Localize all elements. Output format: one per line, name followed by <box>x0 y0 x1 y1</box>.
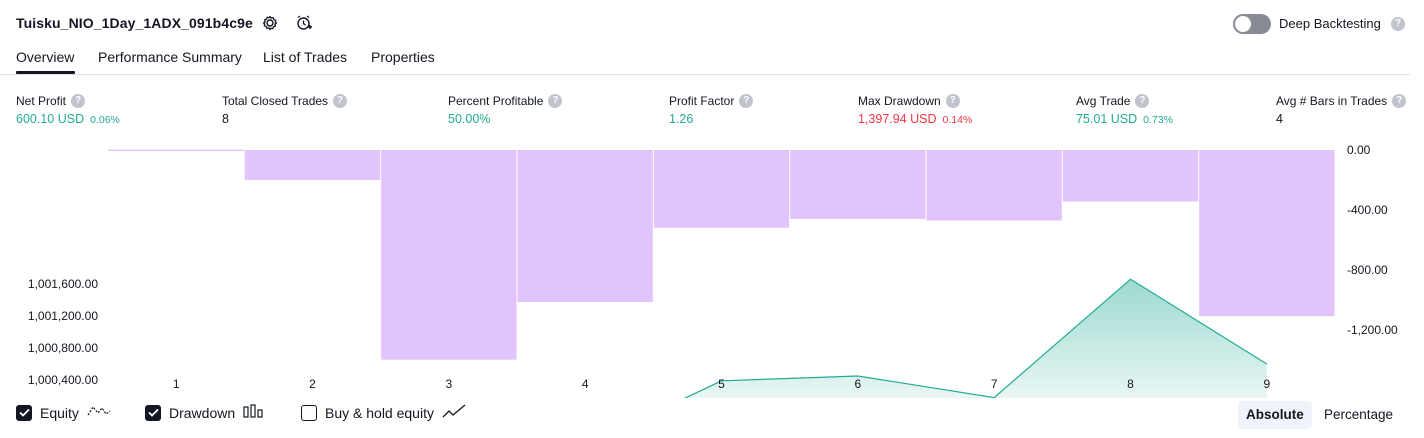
legend-buy-hold-equity[interactable]: Buy & hold equity <box>301 404 466 421</box>
left-axis-tick: 1,001,200.00 <box>28 309 98 323</box>
metric-value: 4 <box>1276 112 1283 126</box>
metric-percent: 0.73% <box>1143 114 1173 126</box>
metric-net-profit: Net Profit? 600.10 USD 0.06% <box>16 94 120 126</box>
metric-label: Total Closed Trades <box>222 94 329 108</box>
absolute-button[interactable]: Absolute <box>1238 401 1312 429</box>
metric-value: 8 <box>222 112 229 126</box>
help-icon[interactable]: ? <box>1391 17 1405 31</box>
drawdown-bar <box>790 150 926 219</box>
metric-avg-bars-in-trades: Avg # Bars in Trades? 4 <box>1276 94 1407 126</box>
alarm-add-icon[interactable] <box>293 12 315 34</box>
drawdown-checkbox[interactable] <box>145 404 161 421</box>
buy-hold-line-icon <box>442 404 466 421</box>
right-axis-tick: 0.00 <box>1347 143 1371 157</box>
info-icon[interactable]: ? <box>1135 94 1150 108</box>
toggle-knob <box>1235 16 1251 32</box>
metric-total-closed-trades: Total Closed Trades? 8 <box>222 94 348 126</box>
info-icon[interactable]: ? <box>1392 94 1407 108</box>
metric-value: 75.01 USD <box>1076 112 1138 126</box>
drawdown-bar <box>381 150 517 360</box>
equity-line <box>683 278 1268 398</box>
metric-label: Percent Profitable <box>448 94 544 108</box>
strategy-title: Tuisku_NIO_1Day_1ADX_091b4c9e <box>16 15 253 31</box>
drawdown-bar <box>244 150 381 180</box>
gear-icon[interactable] <box>259 12 281 34</box>
deep-backtesting-toggle[interactable] <box>1233 14 1271 34</box>
x-axis-tick: 7 <box>991 377 998 391</box>
metric-percent: 0.06% <box>90 114 120 126</box>
tab-divider <box>0 74 1410 75</box>
drawdown-bar <box>517 150 653 302</box>
tab-overview[interactable]: Overview <box>16 49 75 65</box>
drawdown-bar <box>653 150 790 228</box>
deep-backtesting-label: Deep Backtesting <box>1279 16 1381 31</box>
legend-label: Drawdown <box>169 404 236 421</box>
info-icon[interactable]: ? <box>739 94 754 108</box>
metric-label: Profit Factor <box>669 94 735 108</box>
x-axis-tick: 4 <box>582 377 589 391</box>
equity-drawdown-chart: 1,001,600.00 1,001,200.00 1,000,800.00 1,00… <box>28 143 1398 398</box>
metric-max-drawdown: Max Drawdown? 1,397.94 USD 0.14% <box>858 94 972 126</box>
left-axis-tick: 1,001,600.00 <box>28 277 98 291</box>
legend-equity[interactable]: Equity <box>16 404 111 421</box>
x-axis-tick: 1 <box>173 377 180 391</box>
drawdown-bar <box>1199 150 1335 317</box>
left-axis-tick: 1,000,800.00 <box>28 341 98 355</box>
info-icon[interactable]: ? <box>333 94 348 108</box>
metric-profit-factor: Profit Factor? 1.26 <box>669 94 754 126</box>
metric-value: 1,397.94 USD <box>858 112 937 126</box>
x-axis-tick: 2 <box>309 377 316 391</box>
metric-percent: 0.14% <box>942 114 973 126</box>
info-icon[interactable]: ? <box>71 94 86 108</box>
metric-value: 1.26 <box>669 112 694 126</box>
metric-percent-profitable: Percent Profitable? 50.00% <box>448 94 563 126</box>
legend-label: Equity <box>40 404 79 421</box>
x-axis-tick: 6 <box>854 377 861 391</box>
drawdown-bars-icon <box>243 404 265 421</box>
info-icon[interactable]: ? <box>548 94 563 108</box>
x-axis-tick: 8 <box>1127 377 1134 391</box>
percentage-button[interactable]: Percentage <box>1324 407 1394 422</box>
buy-hold-checkbox[interactable] <box>301 404 317 421</box>
legend-label: Buy & hold equity <box>325 404 434 421</box>
metric-label: Avg # Bars in Trades <box>1276 94 1388 108</box>
tab-properties[interactable]: Properties <box>371 49 435 65</box>
metric-avg-trade: Avg Trade? 75.01 USD 0.73% <box>1076 94 1173 126</box>
x-axis-tick: 3 <box>445 377 452 391</box>
equity-line-icon <box>87 404 111 421</box>
tab-list-of-trades[interactable]: List of Trades <box>263 49 348 65</box>
info-icon[interactable]: ? <box>945 94 960 108</box>
metric-value: 600.10 USD <box>16 112 85 126</box>
equity-checkbox[interactable] <box>16 404 32 421</box>
right-axis-tick: -800.00 <box>1347 263 1388 277</box>
equity-profit-area <box>685 279 1267 398</box>
x-axis-tick: 5 <box>718 377 725 391</box>
x-axis-tick: 9 <box>1263 377 1270 391</box>
metric-label: Max Drawdown <box>858 94 941 108</box>
left-axis-tick: 1,000,400.00 <box>28 373 98 387</box>
metric-label: Avg Trade <box>1076 94 1131 108</box>
metric-label: Net Profit <box>16 94 67 108</box>
right-axis-tick: -1,200.00 <box>1347 323 1398 337</box>
metric-value: 50.00% <box>448 112 491 126</box>
right-axis-tick: -400.00 <box>1347 203 1388 217</box>
active-tab-indicator <box>16 71 75 74</box>
legend-drawdown[interactable]: Drawdown <box>145 404 265 421</box>
drawdown-bar <box>926 150 1062 221</box>
tab-performance-summary[interactable]: Performance Summary <box>98 49 242 65</box>
drawdown-bar <box>1062 150 1199 202</box>
